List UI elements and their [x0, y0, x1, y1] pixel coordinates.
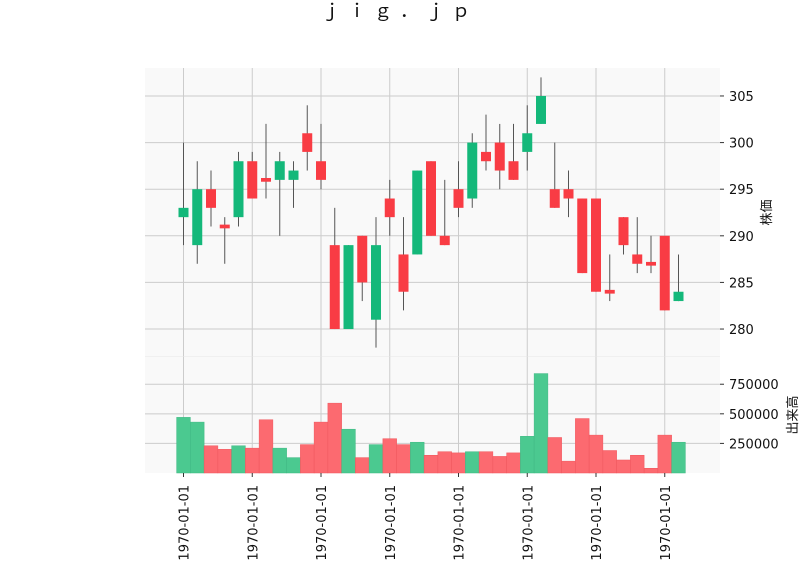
volume-axis-label: 出来高	[785, 395, 800, 434]
candle-body-down	[646, 261, 656, 266]
price-axis-label: 株価	[760, 199, 775, 225]
price-tick-label: 305	[729, 90, 754, 105]
volume-tick-label: 250000	[729, 437, 779, 452]
candle-body-up	[343, 245, 354, 330]
x-axis: 1970-01-01 1970-01-01 1970-01-01 1970-01-01…	[178, 473, 674, 561]
candle-body-up	[673, 291, 684, 302]
candle-body-down	[316, 161, 326, 180]
volume-bar-down	[217, 449, 232, 474]
candle-body-down	[439, 235, 450, 246]
price-tick-label: 295	[729, 183, 754, 198]
candle-body-down	[302, 133, 313, 152]
candle-body-down	[563, 189, 574, 199]
volume-bar-up	[341, 428, 356, 474]
x-tick-label: 1970-01-01	[315, 485, 330, 561]
candle-body-down	[481, 151, 491, 162]
volume-bar-down	[203, 445, 219, 474]
candle-body-down	[247, 161, 258, 199]
candle-body-down	[453, 189, 464, 208]
candle-body-down	[357, 235, 368, 283]
volume-bar-down	[258, 419, 274, 474]
candle-body-up	[192, 189, 203, 246]
volume-bar-down	[382, 438, 397, 474]
volume-bar-up	[410, 441, 425, 474]
candle-body-down	[206, 189, 216, 208]
candle-body-down	[494, 142, 505, 171]
candle-body-up	[178, 207, 189, 218]
volume-bar-down	[657, 434, 672, 474]
volume-bar-up	[231, 445, 246, 474]
candle-body-down	[398, 254, 409, 292]
volume-bar-down	[396, 444, 411, 474]
volume-bar-down	[478, 451, 494, 474]
candle-body-down	[604, 289, 615, 294]
candle-body-down	[632, 254, 643, 264]
x-tick-label: 1970-01-01	[659, 485, 674, 561]
candle-body-down	[426, 161, 436, 236]
volume-bar-up	[671, 441, 686, 474]
volume-bar-down	[602, 450, 617, 474]
candle-body-up	[522, 133, 533, 152]
candle-body-down	[618, 217, 629, 246]
volume-bar-up	[190, 421, 205, 474]
volume-bar-down	[630, 454, 645, 474]
candle-body-up	[536, 95, 546, 124]
volume-bar-up	[533, 373, 549, 474]
volume-panel: 250000 500000 750000	[145, 357, 779, 474]
volume-bar-down	[492, 456, 507, 474]
x-tick-label: 1970-01-01	[384, 485, 399, 561]
candle-body-up	[288, 170, 299, 180]
volume-bar-down	[561, 460, 576, 474]
volume-bar-up	[368, 444, 384, 474]
volume-bar-down	[245, 447, 260, 474]
candle-body-up	[467, 142, 478, 199]
volume-bar-up	[286, 457, 301, 474]
price-tick-label: 280	[729, 323, 754, 338]
price-panel: 280 285 290 295 300 305	[145, 68, 754, 358]
x-tick-label: 1970-01-01	[178, 485, 193, 561]
volume-bar-down	[588, 434, 604, 474]
volume-bar-down	[300, 444, 315, 474]
candle-body-down	[591, 198, 601, 292]
price-tick-label: 290	[729, 230, 754, 245]
candle-body-down	[508, 161, 519, 180]
candle-body-down	[384, 198, 395, 218]
volume-bar-down	[643, 468, 659, 474]
volume-bar-down	[327, 402, 342, 474]
candle-body-down	[659, 235, 670, 311]
candle-body-down	[329, 245, 340, 330]
volume-bar-up	[520, 436, 535, 474]
candle-body-up	[233, 161, 244, 218]
volume-bar-down	[506, 452, 521, 474]
x-tick-label: 1970-01-01	[246, 485, 261, 561]
volume-bar-down	[355, 457, 370, 474]
volume-bar-down	[313, 421, 329, 474]
volume-bar-up	[176, 417, 191, 474]
candle-body-up	[274, 161, 285, 180]
x-tick-label: 1970-01-01	[521, 485, 536, 561]
x-tick-label: 1970-01-01	[453, 485, 468, 561]
candle-body-down	[219, 224, 230, 229]
volume-bar-up	[272, 447, 287, 474]
volume-tick-label: 500000	[729, 408, 779, 423]
volume-bar-down	[437, 451, 452, 474]
candle-body-up	[371, 245, 381, 320]
candle-body-down	[577, 198, 588, 274]
candle-body-up	[412, 170, 423, 255]
candle-body-down	[549, 189, 560, 208]
volume-bar-down	[575, 418, 590, 474]
price-tick-label: 300	[729, 137, 754, 152]
candle-body-down	[261, 178, 271, 182]
volume-bar-up	[465, 451, 480, 474]
volume-bar-down	[616, 459, 631, 474]
volume-bar-down	[547, 437, 562, 474]
price-tick-label: 285	[729, 276, 754, 291]
chart-title: ｊｉｇ．ｊｐ	[322, 1, 478, 22]
volume-bar-down	[423, 454, 439, 474]
volume-bar-down	[451, 452, 466, 474]
x-tick-label: 1970-01-01	[590, 485, 605, 561]
volume-tick-label: 750000	[729, 378, 779, 393]
